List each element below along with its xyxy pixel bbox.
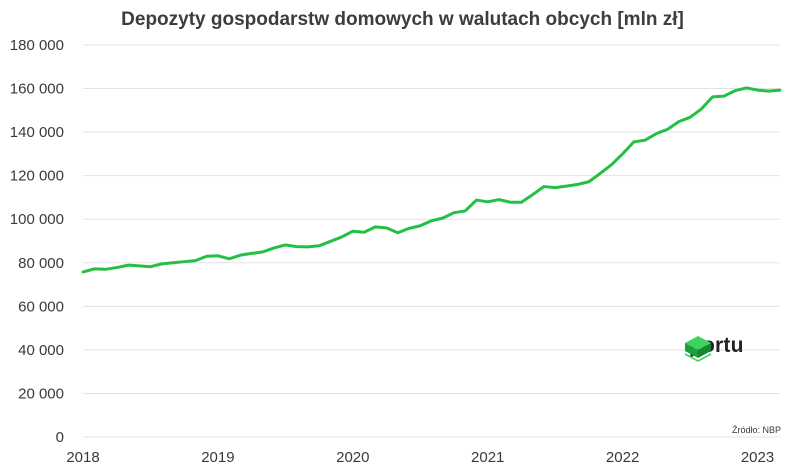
source-note: Źródło: NBP [731, 425, 781, 435]
x-tick-label: 2020 [336, 449, 369, 466]
x-tick-label: 2019 [201, 449, 234, 466]
y-tick-label: 40 000 [18, 342, 64, 359]
chart-title: Depozyty gospodarstw domowych w walutach… [121, 9, 684, 30]
portu-cube-icon [684, 336, 712, 362]
gridlines [83, 44, 780, 438]
series-layer [81, 86, 782, 274]
y-tick-label: 100 000 [10, 211, 64, 228]
y-tick-label: 0 [56, 429, 64, 446]
x-tick-label: 2021 [471, 449, 504, 466]
y-axis-ticks: 0 20 000 40 000 60 000 80 000 100 000 120 000 1… [10, 37, 64, 446]
y-tick-label: 20 000 [18, 385, 64, 402]
y-tick-label: 80 000 [18, 255, 64, 272]
series-line [81, 86, 782, 274]
y-tick-label: 120 000 [10, 168, 64, 185]
x-tick-label: 2023 [741, 449, 774, 466]
x-tick-label: 2018 [66, 449, 99, 466]
x-axis-ticks: 2018 2019 2020 2021 2022 2023 [66, 449, 774, 466]
y-tick-label: 140 000 [10, 124, 64, 141]
x-tick-label: 2022 [606, 449, 639, 466]
y-tick-label: 160 000 [10, 81, 64, 98]
portu-logo: portu [683, 334, 744, 362]
y-tick-label: 60 000 [18, 298, 64, 315]
y-tick-label: 180 000 [10, 37, 64, 54]
